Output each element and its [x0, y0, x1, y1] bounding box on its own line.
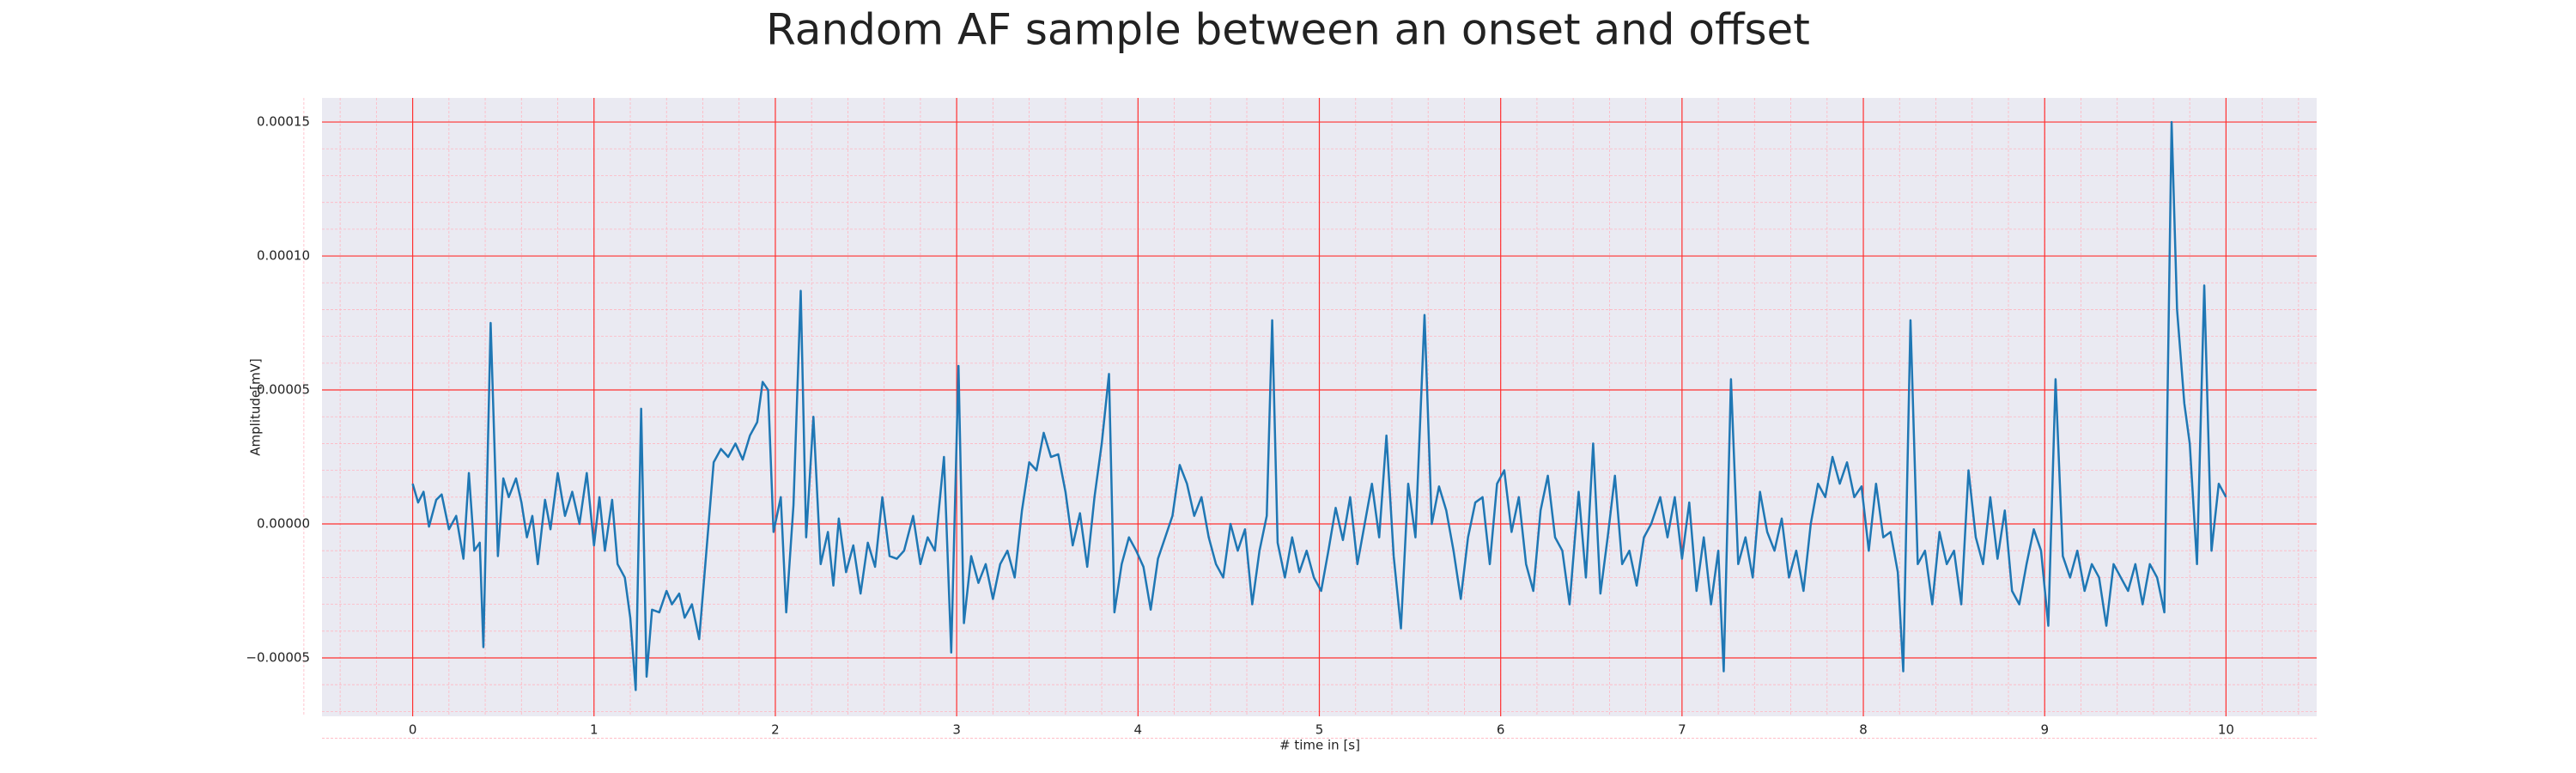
y-tick-label: 0.00000 [257, 516, 310, 532]
x-tick-label: 6 [1497, 722, 1505, 738]
x-tick-label: 5 [1315, 722, 1324, 738]
chart-title: Random AF sample between an onset and of… [766, 5, 1810, 55]
x-tick-label: 10 [2218, 722, 2234, 738]
x-tick-label: 9 [2040, 722, 2049, 738]
y-tick-label: 0.00010 [257, 248, 310, 264]
x-tick-label: 8 [1859, 722, 1868, 738]
x-tick-label: 2 [771, 722, 780, 738]
x-axis-label: # time in [s] [1279, 738, 1360, 753]
x-tick-label: 1 [590, 722, 598, 738]
x-tick-label: 4 [1134, 722, 1143, 738]
y-tick-label: −0.00005 [246, 649, 310, 665]
y-tick-label: 0.00015 [257, 114, 310, 130]
y-tick-label: 0.00005 [257, 382, 310, 398]
x-tick-label: 0 [409, 722, 417, 738]
signal-line [411, 120, 2227, 691]
y-axis-label: Amplitude[mV] [248, 358, 264, 455]
x-tick-label: 7 [1678, 722, 1686, 738]
x-tick-label: 3 [952, 722, 961, 738]
